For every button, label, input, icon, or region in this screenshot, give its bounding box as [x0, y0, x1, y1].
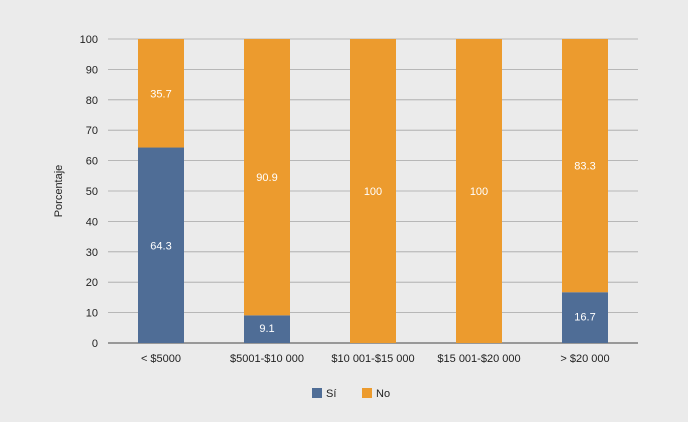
- data-label: 100: [470, 186, 488, 198]
- legend-label: No: [376, 388, 390, 400]
- y-tick-label: 20: [86, 277, 98, 289]
- x-tick-label: > $20 000: [560, 353, 609, 365]
- x-tick-label: $10 001-$15 000: [331, 353, 414, 365]
- bar-segment: [350, 39, 396, 343]
- bar-segment: [456, 39, 502, 343]
- y-axis-label: Porcentaje: [53, 165, 65, 218]
- data-label: 64.3: [150, 240, 171, 252]
- legend-label: Sí: [326, 388, 336, 400]
- data-label: 16.7: [574, 312, 595, 324]
- y-tick-label: 90: [86, 64, 98, 76]
- data-label: 35.7: [150, 88, 171, 100]
- legend-swatch: [312, 388, 322, 398]
- bar-segment: [244, 39, 290, 316]
- y-tick-label: 0: [92, 338, 98, 350]
- y-tick-label: 100: [80, 34, 98, 46]
- bar-segment: [138, 147, 184, 343]
- data-label: 83.3: [574, 161, 595, 173]
- y-tick-label: 10: [86, 308, 98, 320]
- x-tick-label: $15 001-$20 000: [437, 353, 520, 365]
- bars: 64.335.79.190.90100010016.783.3: [138, 39, 608, 344]
- y-tick-label: 30: [86, 247, 98, 259]
- y-tick-label: 80: [86, 95, 98, 107]
- x-tick-label: < $5000: [141, 353, 181, 365]
- y-tick-label: 60: [86, 156, 98, 168]
- y-tick-label: 70: [86, 125, 98, 137]
- data-label: 9.1: [259, 323, 274, 335]
- x-tick-label: $5001-$10 000: [230, 353, 304, 365]
- bar-segment: [138, 39, 184, 148]
- bar-segment: [244, 315, 290, 343]
- y-tick-label: 50: [86, 186, 98, 198]
- x-axis-ticks: < $5000 $5001-$10 000 $10 001-$15 000 $15 0…: [141, 353, 610, 365]
- y-tick-label: 40: [86, 216, 98, 228]
- legend-swatch: [362, 388, 372, 398]
- bar-segment: [562, 292, 608, 343]
- legend: Sí No: [312, 388, 390, 400]
- bar-segment: [562, 39, 608, 293]
- data-label: 90.9: [256, 172, 277, 184]
- y-axis-ticks: 0 10 20 30 40 50 60 70 80 90 100: [80, 34, 98, 350]
- data-label: 100: [364, 186, 382, 198]
